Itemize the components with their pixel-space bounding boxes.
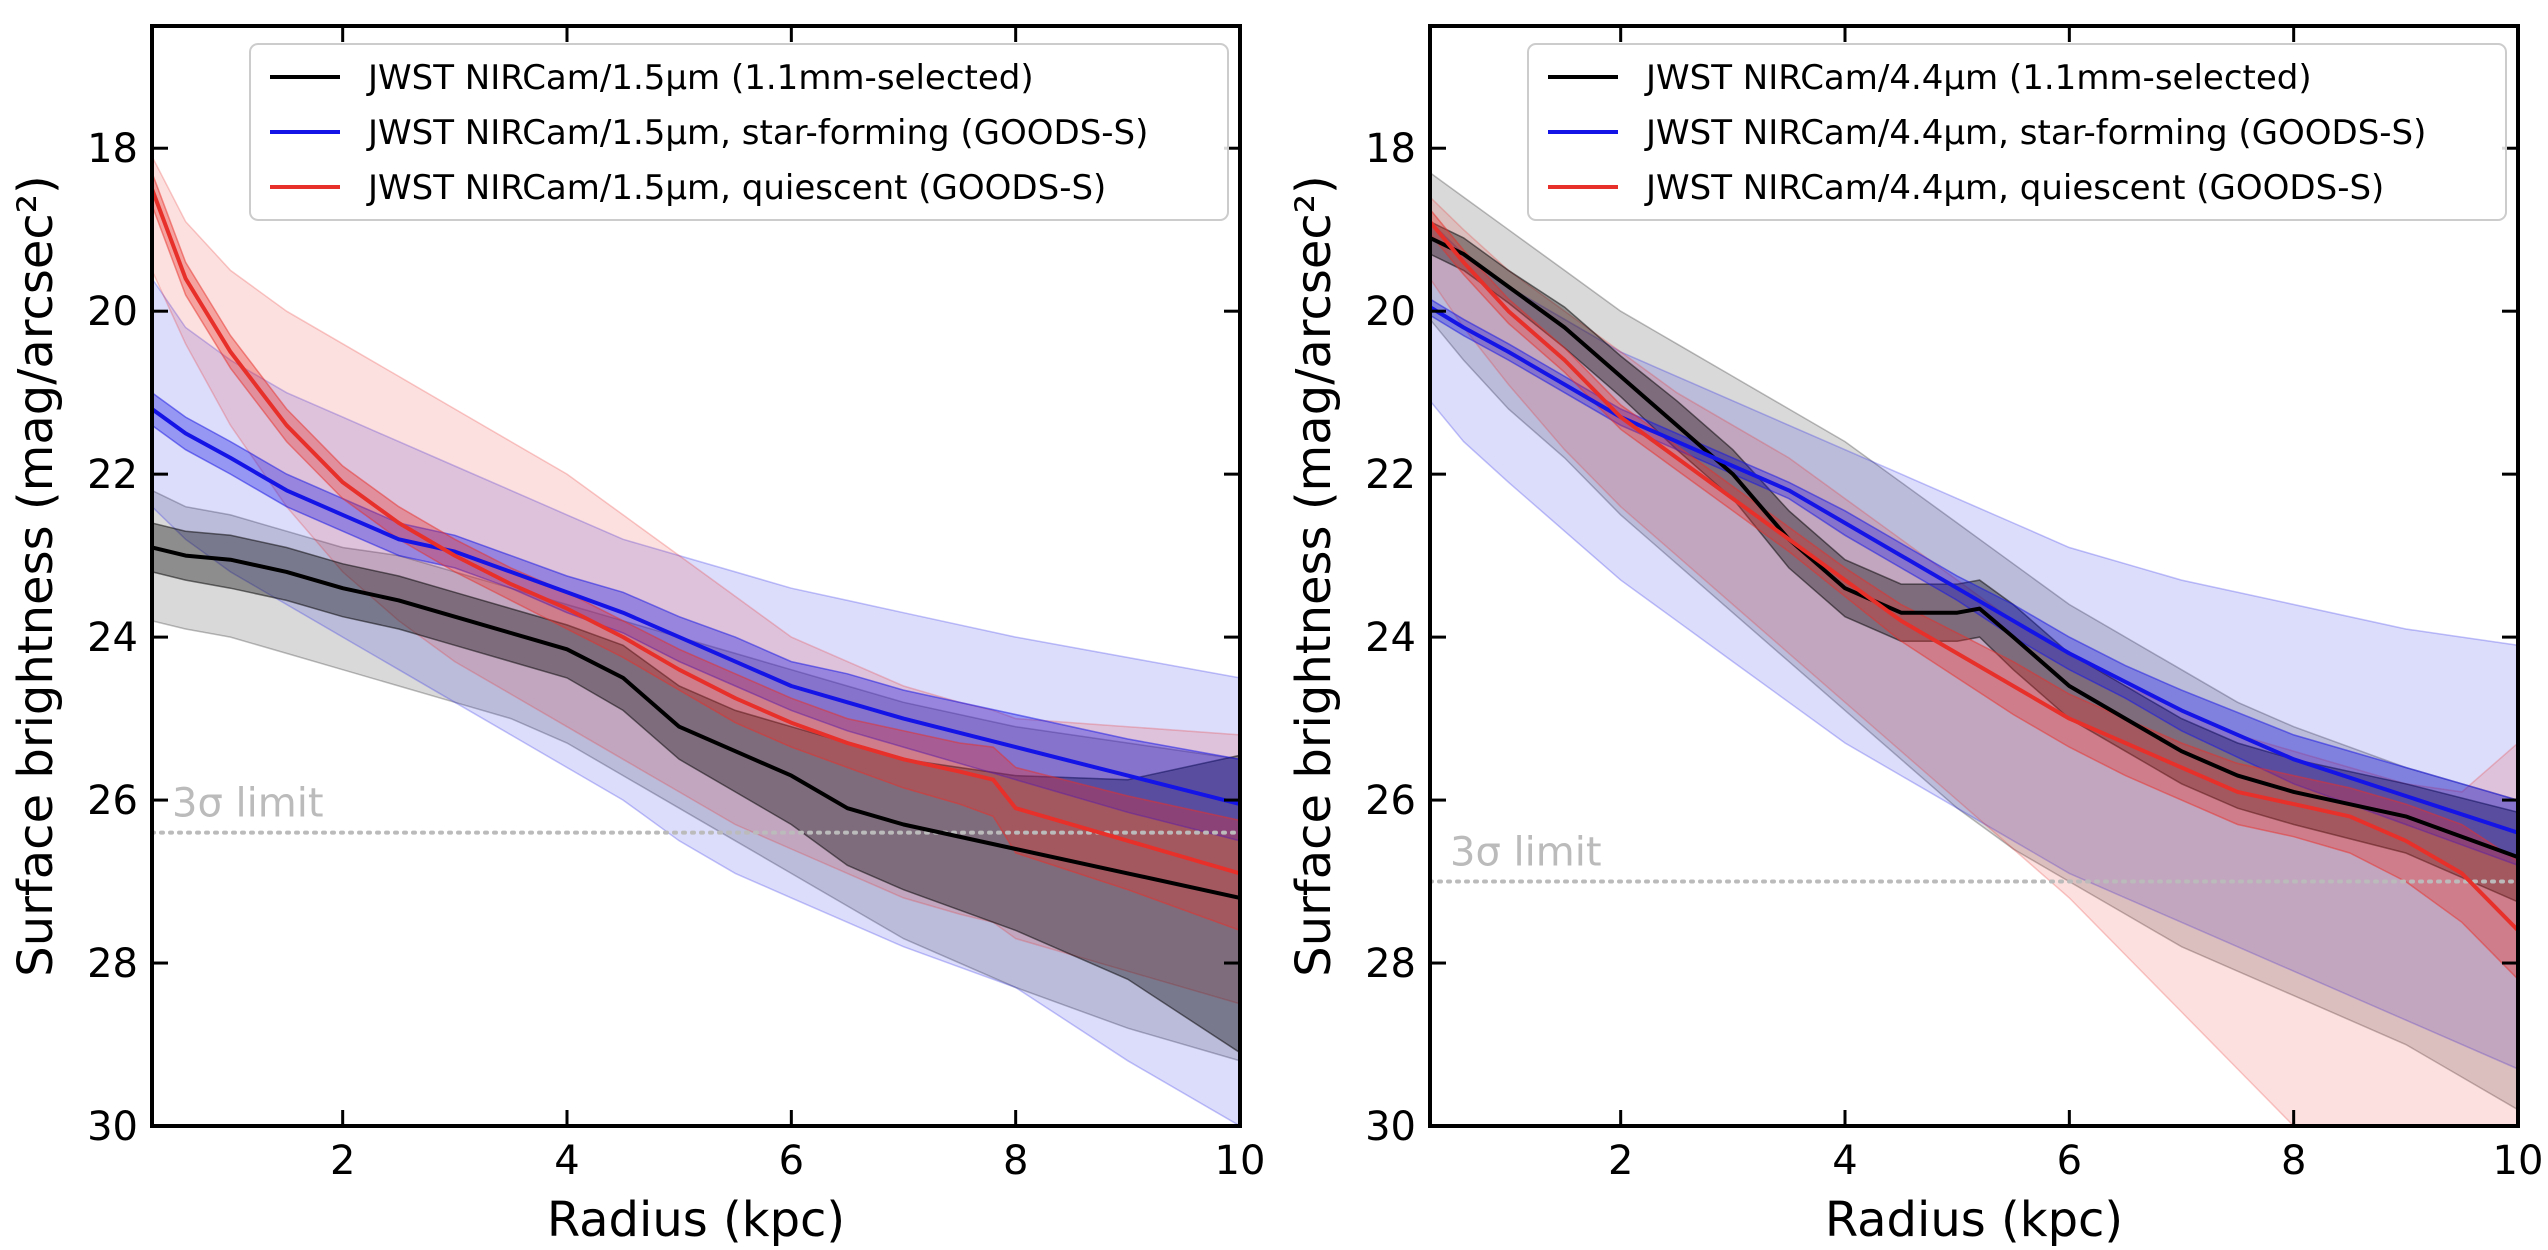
plot-area	[1430, 171, 2518, 1126]
x-tick-label: 6	[779, 1138, 804, 1184]
x-tick-label: 2	[1608, 1138, 1633, 1184]
plot-area	[152, 156, 1240, 1126]
series-line-1	[152, 545, 1240, 900]
inner-band-series-3	[152, 172, 1240, 932]
legend-label-2: JWST NIRCam/1.5μm, star-forming (GOODS-S…	[366, 113, 1148, 153]
x-tick-label: 8	[1003, 1138, 1028, 1184]
y-tick-label: 18	[1365, 126, 1416, 172]
x-tick-label: 10	[2493, 1138, 2544, 1184]
y-tick-label: 30	[1365, 1104, 1416, 1150]
y-tick-label: 24	[87, 615, 138, 661]
plot-frame	[1428, 24, 2520, 1128]
legend-label-3: JWST NIRCam/1.5μm, quiescent (GOODS-S)	[366, 168, 1106, 208]
y-tick-label: 30	[87, 1104, 138, 1150]
y-tick-label: 26	[87, 778, 138, 824]
series-line-1	[1430, 236, 2518, 859]
legend-box	[249, 43, 1229, 221]
legend-label-2: JWST NIRCam/4.4μm, star-forming (GOODS-S…	[1644, 113, 2426, 153]
inner-band-series-1	[152, 522, 1240, 1054]
y-tick-label: 28	[1365, 941, 1416, 987]
series-line-2	[152, 407, 1240, 807]
outer-band-series-2	[1430, 220, 2518, 1070]
x-tick-label: 10	[1215, 1138, 1266, 1184]
legend-label-3: JWST NIRCam/4.4μm, quiescent (GOODS-S)	[1644, 168, 2384, 208]
series-line-3	[152, 188, 1240, 876]
y-tick-label: 22	[1365, 452, 1416, 498]
x-tick-label: 4	[554, 1138, 579, 1184]
y-axis-title: Surface brightness (mag/arcsec²)	[1286, 175, 1342, 977]
legend-label-1: JWST NIRCam/4.4μm (1.1mm-selected)	[1644, 58, 2312, 98]
y-tick-label: 20	[1365, 289, 1416, 335]
inner-band-series-3	[1430, 208, 2518, 981]
x-axis-title: Radius (kpc)	[1825, 1192, 2123, 1248]
outer-band-series-3	[152, 156, 1240, 1005]
x-tick-label: 8	[2281, 1138, 2306, 1184]
series-line-3	[1430, 220, 2518, 932]
x-tick-label: 2	[330, 1138, 355, 1184]
y-tick-label: 20	[87, 289, 138, 335]
y-tick-label: 18	[87, 126, 138, 172]
limit-label: 3σ limit	[1450, 830, 1602, 876]
legend-box	[1527, 43, 2507, 221]
x-tick-label: 6	[2057, 1138, 2082, 1184]
y-axis-title: Surface brightness (mag/arcsec²)	[8, 175, 64, 977]
series-line-2	[1430, 305, 2518, 835]
x-tick-label: 4	[1832, 1138, 1857, 1184]
outer-band-series-2	[152, 277, 1240, 1126]
y-tick-label: 22	[87, 452, 138, 498]
y-tick-label: 24	[1365, 615, 1416, 661]
x-axis-title: Radius (kpc)	[547, 1192, 845, 1248]
y-tick-label: 26	[1365, 778, 1416, 824]
limit-label: 3σ limit	[172, 781, 324, 827]
y-tick-label: 28	[87, 941, 138, 987]
plot-frame	[150, 24, 1242, 1128]
inner-band-series-1	[1430, 220, 2518, 903]
legend-label-1: JWST NIRCam/1.5μm (1.1mm-selected)	[366, 58, 1034, 98]
